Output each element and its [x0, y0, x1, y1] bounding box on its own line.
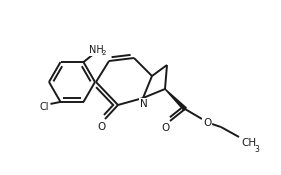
Text: O: O — [98, 122, 106, 132]
Text: CH: CH — [241, 138, 257, 148]
Text: O: O — [162, 123, 170, 133]
Polygon shape — [165, 89, 186, 110]
Text: Cl: Cl — [40, 102, 49, 112]
Text: 2: 2 — [101, 50, 106, 56]
Text: O: O — [203, 118, 211, 128]
Text: N: N — [140, 99, 148, 109]
Text: NH: NH — [89, 45, 104, 55]
Text: 3: 3 — [255, 145, 259, 153]
